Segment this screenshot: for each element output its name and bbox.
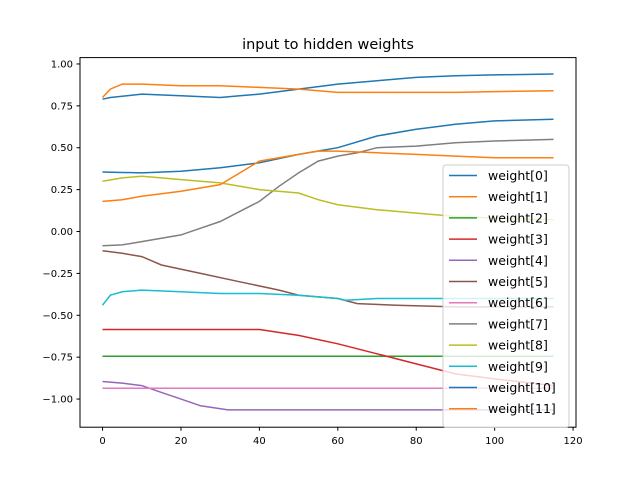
legend-label: weight[6] <box>488 295 548 310</box>
y-axis: 1.00 0.75 0.50 0.25 0.00 −0.25 −0.50 −0.75 −1.00 <box>42 59 80 406</box>
legend-label: weight[0] <box>488 168 548 183</box>
series-line-9 <box>101 289 554 306</box>
series-line-5 <box>102 250 554 308</box>
series-line-7 <box>102 138 554 247</box>
chart-title: input to hidden weights <box>242 37 414 53</box>
legend-label: weight[5] <box>488 274 548 289</box>
x-tick-label: 120 <box>564 436 583 447</box>
legend: weight[0] weight[1] weight[2] weight[3] weig… <box>442 164 570 428</box>
legend-label: weight[4] <box>488 253 548 268</box>
y-tick-label: −0.25 <box>42 269 73 280</box>
plot-frame <box>79 57 577 428</box>
series-line-8 <box>102 175 554 221</box>
y-tick-label: 0.00 <box>51 227 73 238</box>
y-tick-label: −1.00 <box>42 395 73 406</box>
x-tick-label: 60 <box>331 436 344 447</box>
y-tick-label: 0.50 <box>51 143 73 154</box>
legend-label: weight[7] <box>488 316 548 331</box>
series-line-4 <box>102 380 554 411</box>
x-tick-label: 80 <box>410 436 423 447</box>
series-lines <box>101 73 554 411</box>
legend-label: weight[2] <box>488 210 548 225</box>
x-tick-label: 100 <box>485 436 504 447</box>
x-tick-label: 0 <box>99 436 105 447</box>
y-tick-label: −0.50 <box>42 311 73 322</box>
series-line-0 <box>102 73 554 100</box>
y-tick-label: 1.00 <box>51 59 73 70</box>
legend-label: weight[1] <box>488 189 548 204</box>
legend-label: weight[11] <box>488 401 556 416</box>
legend-label: weight[8] <box>488 338 548 353</box>
series-line-1 <box>101 83 554 99</box>
x-tick-label: 40 <box>253 436 266 447</box>
y-tick-label: 0.25 <box>51 185 73 196</box>
series-line-11 <box>102 150 554 203</box>
y-tick-label: −0.75 <box>42 353 73 364</box>
x-axis: 0 20 40 60 80 100 120 <box>99 427 583 447</box>
legend-box <box>442 164 570 428</box>
y-tick-label: 0.75 <box>51 101 73 112</box>
legend-label: weight[10] <box>488 380 556 395</box>
x-tick-label: 20 <box>175 436 188 447</box>
legend-label: weight[3] <box>488 232 548 247</box>
legend-label: weight[9] <box>488 359 548 374</box>
